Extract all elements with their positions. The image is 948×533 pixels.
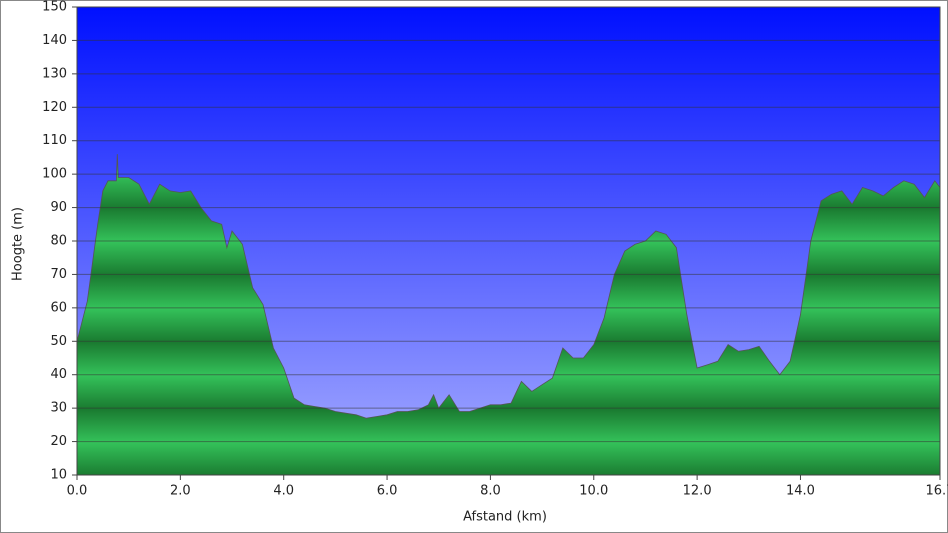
y-tick-label: 70 bbox=[50, 267, 67, 282]
y-tick-label: 10 bbox=[50, 468, 67, 483]
y-tick-label: 40 bbox=[50, 367, 67, 382]
y-tick-label: 100 bbox=[42, 167, 67, 182]
x-tick-label: 10.0 bbox=[579, 484, 608, 499]
x-tick-label: 8.0 bbox=[480, 484, 501, 499]
x-tick-label: 6.0 bbox=[377, 484, 398, 499]
y-tick-label: 140 bbox=[42, 33, 67, 48]
x-tick-label: 14.0 bbox=[786, 484, 815, 499]
y-tick-label: 60 bbox=[50, 300, 67, 315]
x-tick-label: 0.0 bbox=[67, 484, 88, 499]
x-tick-label: 4.0 bbox=[273, 484, 294, 499]
y-tick-label: 80 bbox=[50, 234, 67, 249]
x-tick-label: 12.0 bbox=[683, 484, 712, 499]
x-tick-label: 2.0 bbox=[170, 484, 191, 499]
y-axis-label: Hoogte (m) bbox=[11, 207, 26, 281]
y-tick-label: 20 bbox=[50, 434, 67, 449]
y-tick-label: 120 bbox=[42, 100, 67, 115]
plot-border bbox=[76, 6, 941, 476]
y-tick-label: 50 bbox=[50, 334, 67, 349]
y-tick-label: 130 bbox=[42, 66, 67, 81]
y-tick-label: 90 bbox=[50, 200, 67, 215]
y-tick-label: 150 bbox=[42, 0, 67, 15]
x-tick-label: 16.7 bbox=[926, 484, 948, 499]
elevation-area bbox=[76, 154, 941, 476]
y-tick-label: 30 bbox=[50, 401, 67, 416]
y-tick-label: 110 bbox=[42, 133, 67, 148]
x-axis-label: Afstand (km) bbox=[463, 510, 547, 525]
